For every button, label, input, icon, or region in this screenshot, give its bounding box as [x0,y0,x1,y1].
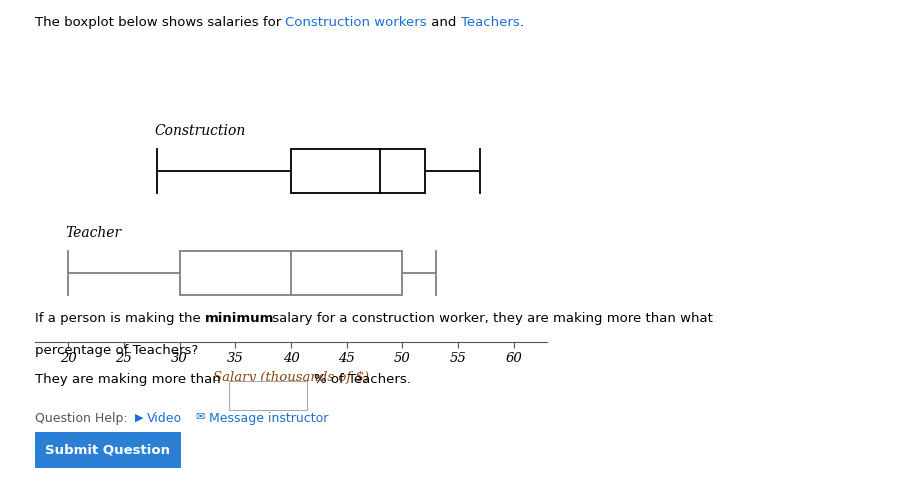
Bar [179,251,403,295]
Text: % of Teachers.: % of Teachers. [315,373,412,386]
Text: If a person is making the: If a person is making the [35,312,205,325]
Text: Construction: Construction [154,124,245,138]
Text: Video: Video [147,412,182,426]
Text: salary for a construction worker, they are making more than what: salary for a construction worker, they a… [268,312,713,325]
Text: The boxplot below shows salaries for: The boxplot below shows salaries for [35,16,285,29]
Text: Teacher: Teacher [65,226,121,241]
Text: Message instructor: Message instructor [209,412,328,426]
Text: Teachers: Teachers [460,16,520,29]
Text: and: and [427,16,460,29]
Text: Question Help:: Question Help: [35,412,127,426]
Text: Submit Question: Submit Question [46,444,170,457]
Bar [291,149,425,193]
X-axis label: Salary (thousands of $): Salary (thousands of $) [213,370,369,384]
Text: .: . [520,16,523,29]
Text: Construction workers: Construction workers [285,16,427,29]
Text: minimum: minimum [205,312,274,325]
Text: percentage of Teachers?: percentage of Teachers? [35,344,198,357]
Text: ▶: ▶ [135,412,147,422]
Text: They are making more than: They are making more than [35,373,221,386]
Text: ✉: ✉ [196,412,209,422]
